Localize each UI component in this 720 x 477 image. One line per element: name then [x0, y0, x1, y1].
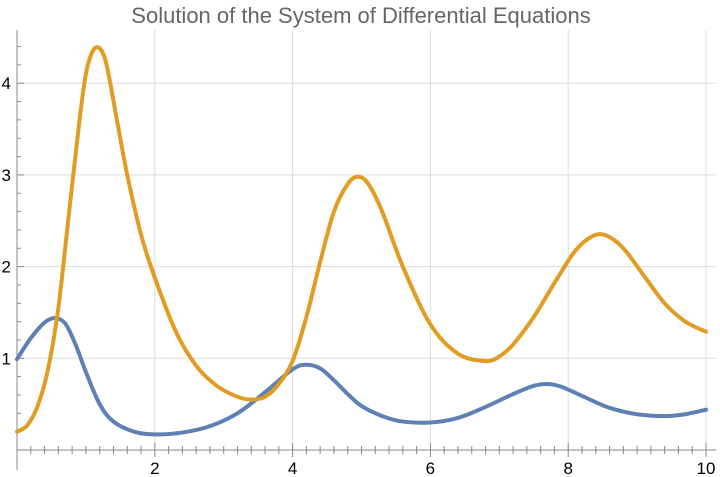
series-layer: [15, 45, 708, 437]
y-tick-label: 1: [2, 349, 11, 368]
y-tick-label: 4: [2, 74, 11, 93]
series-line-orange: [15, 45, 708, 434]
x-tick-label: 8: [563, 459, 572, 477]
y-tick-label: 3: [2, 166, 11, 185]
axes: [16, 30, 716, 470]
grid: [17, 30, 716, 450]
x-tick-label: 10: [697, 459, 716, 477]
series-line-blue: [15, 315, 708, 437]
x-tick-label: 2: [150, 459, 159, 477]
x-tick-label: 6: [426, 459, 435, 477]
chart-title: Solution of the System of Differential E…: [131, 3, 590, 28]
y-tick-label: 2: [2, 258, 11, 277]
x-tick-label: 4: [288, 459, 297, 477]
